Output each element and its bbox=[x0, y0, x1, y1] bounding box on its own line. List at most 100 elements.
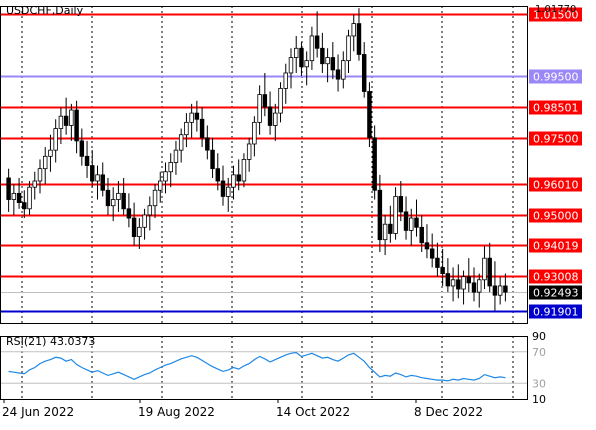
candle bbox=[84, 140, 90, 178]
candle bbox=[210, 137, 215, 178]
candle-body bbox=[393, 196, 398, 234]
candle-body bbox=[37, 168, 43, 182]
candle bbox=[126, 193, 132, 228]
candle-body bbox=[283, 72, 288, 89]
x-axis-label: 24 Jun 2022 bbox=[2, 405, 74, 419]
candle bbox=[377, 174, 383, 253]
candle bbox=[398, 181, 404, 222]
candle-body bbox=[53, 128, 58, 151]
price-plot-frame bbox=[0, 6, 528, 324]
candle-body bbox=[63, 115, 69, 126]
candle-body bbox=[231, 174, 236, 188]
candle-body bbox=[69, 109, 74, 126]
level-price-tag: 0.92493 bbox=[529, 285, 582, 300]
candle-body bbox=[257, 94, 262, 123]
candle-body bbox=[79, 140, 85, 157]
candle-body bbox=[6, 177, 11, 200]
candle bbox=[163, 162, 168, 194]
candle bbox=[48, 134, 53, 172]
candle-body bbox=[346, 35, 351, 62]
candle-body bbox=[278, 88, 283, 114]
candle bbox=[314, 11, 320, 58]
candle bbox=[231, 165, 236, 200]
candle bbox=[215, 153, 221, 191]
candle-body bbox=[482, 257, 487, 281]
level-price-tag: 0.93008 bbox=[529, 269, 582, 284]
price-axis-top-label: 1.01770 bbox=[535, 4, 576, 15]
candle-body bbox=[131, 217, 137, 237]
candle bbox=[252, 116, 257, 157]
candle bbox=[226, 177, 231, 212]
candle-body bbox=[377, 189, 383, 241]
candle bbox=[11, 184, 17, 215]
level-tag-bg bbox=[529, 304, 582, 319]
candle-body bbox=[320, 47, 325, 65]
candle bbox=[471, 267, 477, 302]
candle bbox=[58, 106, 64, 144]
candle-body bbox=[126, 208, 132, 219]
candle bbox=[27, 181, 32, 215]
candle bbox=[492, 261, 498, 311]
candle-body bbox=[168, 162, 173, 173]
candle-body bbox=[90, 165, 95, 182]
candle-body bbox=[461, 276, 466, 290]
candle-body bbox=[435, 257, 440, 268]
candle-body bbox=[262, 94, 268, 108]
candle-body bbox=[32, 180, 37, 188]
candle-body bbox=[325, 57, 330, 65]
candle-body bbox=[252, 121, 257, 145]
candle bbox=[429, 233, 435, 268]
candle bbox=[90, 150, 95, 188]
candle-body bbox=[487, 257, 492, 287]
candle-body bbox=[105, 189, 111, 207]
candle-body bbox=[173, 149, 179, 163]
rsi-plot-frame bbox=[0, 336, 528, 400]
candle bbox=[110, 187, 116, 222]
candle-body bbox=[16, 192, 22, 204]
candle bbox=[477, 273, 482, 308]
rsi-label: RSI(21) 43.0373 bbox=[6, 335, 95, 348]
candle-body bbox=[147, 205, 153, 216]
candle-body bbox=[440, 267, 445, 275]
candle-body bbox=[456, 279, 461, 290]
level-tag-text: 1.01500 bbox=[533, 9, 579, 22]
candle-body bbox=[351, 23, 356, 37]
candle bbox=[63, 97, 69, 135]
vertical-grid bbox=[21, 6, 514, 399]
candle bbox=[388, 205, 393, 243]
candle-body bbox=[152, 189, 158, 207]
candle-body bbox=[142, 214, 147, 228]
candle bbox=[414, 199, 419, 237]
rsi-panel bbox=[0, 351, 528, 384]
candle-body bbox=[304, 60, 309, 68]
candle bbox=[236, 159, 241, 191]
candle-body bbox=[236, 174, 241, 182]
candle bbox=[466, 258, 472, 293]
candle-body bbox=[356, 23, 362, 55]
candle-body bbox=[226, 186, 231, 197]
axes: 1.01770 90 70 30 10 24 Jun 2022 19 Aug 2022 14 … bbox=[0, 4, 576, 419]
candle bbox=[487, 242, 492, 293]
candle bbox=[283, 63, 288, 104]
candle-body bbox=[445, 273, 451, 287]
candle-body bbox=[42, 155, 48, 170]
level-tag-bg bbox=[529, 69, 582, 84]
candle bbox=[95, 165, 100, 200]
level-price-tag: 0.98501 bbox=[529, 100, 582, 115]
symbol-label: USDCHF,Daily bbox=[6, 4, 84, 17]
level-tag-bg bbox=[529, 285, 582, 300]
level-price-tag: 0.97500 bbox=[529, 131, 582, 146]
candle-body bbox=[341, 60, 346, 80]
candle bbox=[205, 125, 210, 160]
rsi-axis-label: 90 bbox=[532, 330, 546, 343]
candle bbox=[309, 26, 315, 70]
candle bbox=[42, 147, 48, 185]
candle-body bbox=[471, 282, 477, 293]
candle bbox=[105, 177, 111, 215]
candle bbox=[173, 140, 179, 175]
candle bbox=[32, 171, 37, 200]
candle-body bbox=[414, 217, 419, 228]
candle bbox=[189, 103, 194, 138]
candle bbox=[168, 153, 173, 188]
